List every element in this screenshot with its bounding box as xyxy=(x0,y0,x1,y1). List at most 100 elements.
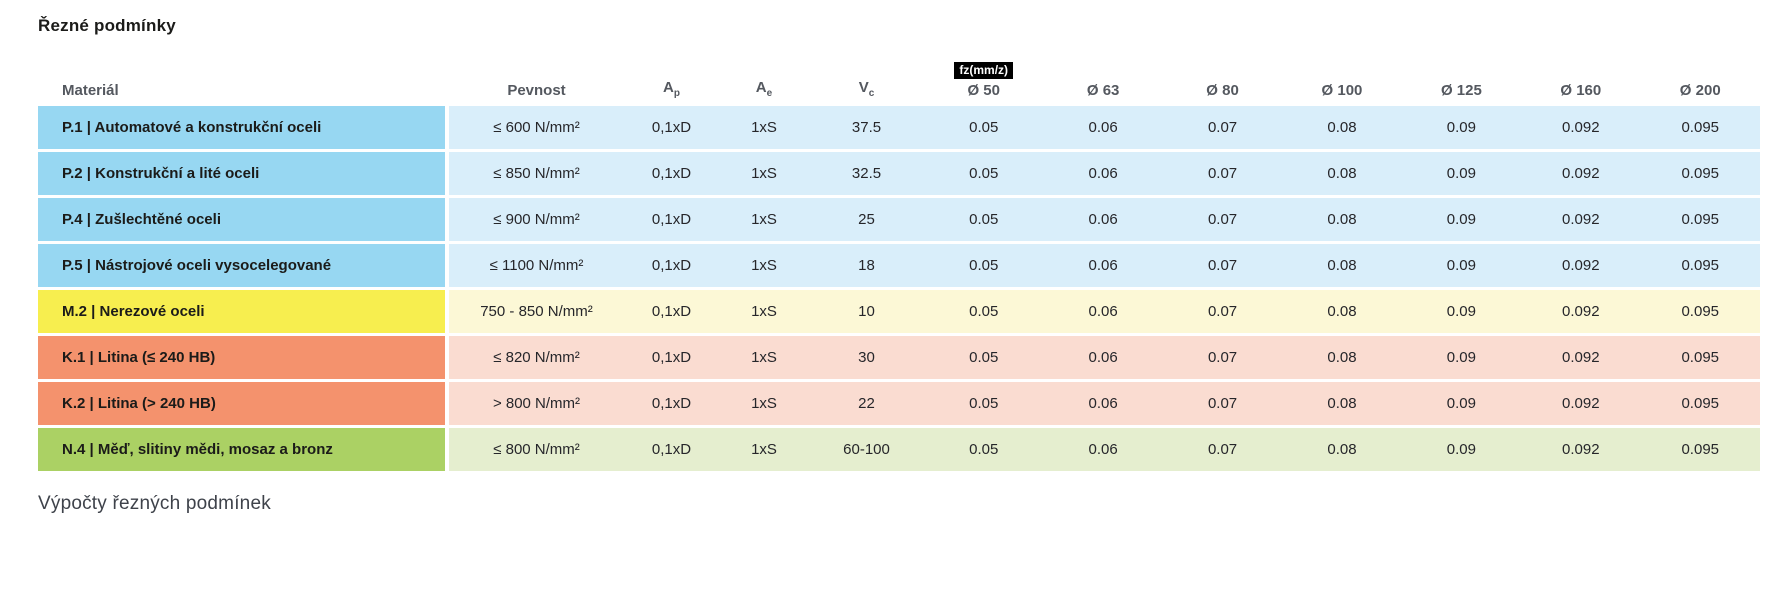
fz-cell: 0.07 xyxy=(1207,165,1238,182)
fz-cell: 0.05 xyxy=(969,257,999,274)
fz-cell: 0.08 xyxy=(1327,119,1357,136)
fz-cell: 0.05 xyxy=(969,395,999,412)
col-header-d100: Ø 100 xyxy=(1321,82,1363,99)
fz-cell: 0.05 xyxy=(969,119,999,136)
vc-cell: 32.5 xyxy=(851,165,882,182)
fz-cell: 0.095 xyxy=(1681,165,1720,182)
ae-cell: 1xS xyxy=(751,395,777,412)
page-title: Řezné podmínky xyxy=(38,16,176,35)
ap-cell: 0,1xD xyxy=(651,303,692,320)
column-gap xyxy=(445,106,449,149)
fz-cell: 0.05 xyxy=(969,303,999,320)
fz-cell: 0.05 xyxy=(969,349,999,366)
fz-cell: 0.092 xyxy=(1562,257,1600,274)
ae-symbol: A xyxy=(755,79,767,96)
row-values: ≤ 600 N/mm² 0,1xD 1xS 37.5 0.05 0.06 0.07 0.08 0… xyxy=(449,106,1760,149)
fz-cell: 0.07 xyxy=(1207,349,1238,366)
fz-cell: 0.06 xyxy=(1088,395,1118,412)
fz-cell: 0.09 xyxy=(1446,119,1476,136)
d50-label: Ø 50 xyxy=(967,82,1000,99)
fz-cell: 0.06 xyxy=(1088,165,1118,182)
ae-cell: 1xS xyxy=(751,165,777,182)
table-row: P.1 | Automatové a konstrukční oceli ≤ 60… xyxy=(38,106,1760,149)
fz-cell: 0.08 xyxy=(1327,395,1357,412)
fz-cell: 0.09 xyxy=(1446,257,1476,274)
row-values: > 800 N/mm² 0,1xD 1xS 22 0.05 0.06 0.07 0.08 0.0… xyxy=(449,382,1760,425)
vc-cell: 22 xyxy=(858,395,875,412)
table-row: M.2 | Nerezové oceli 750 - 850 N/mm² 0,1xD… xyxy=(38,290,1760,333)
fz-cell: 0.092 xyxy=(1562,303,1600,320)
fz-cell: 0.095 xyxy=(1681,441,1720,458)
vc-cell: 60-100 xyxy=(843,441,890,458)
fz-cell: 0.07 xyxy=(1207,119,1238,136)
table-row: P.4 | Zušlechtěné oceli ≤ 900 N/mm² 0,1xD 1… xyxy=(38,198,1760,241)
fz-cell: 0.095 xyxy=(1681,211,1720,228)
fz-cell: 0.06 xyxy=(1088,257,1118,274)
ae-cell: 1xS xyxy=(751,441,777,458)
ap-cell: 0,1xD xyxy=(651,441,692,458)
column-gap xyxy=(445,336,449,379)
fz-cell: 0.06 xyxy=(1088,303,1118,320)
column-gap xyxy=(445,198,449,241)
fz-cell: 0.06 xyxy=(1088,441,1118,458)
ae-cell: 1xS xyxy=(751,211,777,228)
fz-unit-badge: fz(mm/z) xyxy=(954,62,1014,79)
col-header-d125: Ø 125 xyxy=(1440,82,1482,99)
ap-cell: 0,1xD xyxy=(651,349,692,366)
strength-cell: ≤ 1100 N/mm² xyxy=(489,257,584,274)
ap-cell: 0,1xD xyxy=(651,257,692,274)
row-values: ≤ 850 N/mm² 0,1xD 1xS 32.5 0.05 0.06 0.07 0.08 0… xyxy=(449,152,1760,195)
column-gap xyxy=(445,382,449,425)
fz-cell: 0.05 xyxy=(969,211,999,228)
fz-cell: 0.07 xyxy=(1207,395,1238,412)
vc-subscript: c xyxy=(868,88,875,99)
row-values: 750 - 850 N/mm² 0,1xD 1xS 10 0.05 0.06 0.07 0.0… xyxy=(449,290,1760,333)
fz-cell: 0.09 xyxy=(1446,165,1476,182)
col-header-ae: Ae xyxy=(719,79,809,99)
table-header-row: Materiál Pevnost Ap Ae Vc fz(mm/z) Ø 50 … xyxy=(38,52,1760,106)
col-header-material: Materiál xyxy=(62,82,119,99)
strength-cell: ≤ 900 N/mm² xyxy=(493,211,580,228)
cutting-conditions-table: Materiál Pevnost Ap Ae Vc fz(mm/z) Ø 50 … xyxy=(38,52,1760,471)
footer-heading: Výpočty řezných podmínek xyxy=(38,493,271,514)
table-row: P.2 | Konstrukční a lité oceli ≤ 850 N/mm… xyxy=(38,152,1760,195)
fz-cell: 0.092 xyxy=(1562,349,1600,366)
material-cell: K.2 | Litina (> 240 HB) xyxy=(38,382,445,425)
fz-cell: 0.095 xyxy=(1681,349,1720,366)
strength-cell: 750 - 850 N/mm² xyxy=(480,303,593,320)
fz-cell: 0.06 xyxy=(1088,211,1118,228)
fz-cell: 0.092 xyxy=(1562,165,1600,182)
column-gap xyxy=(445,244,449,287)
vc-cell: 37.5 xyxy=(851,119,882,136)
material-cell: P.1 | Automatové a konstrukční oceli xyxy=(38,106,445,149)
row-values: ≤ 820 N/mm² 0,1xD 1xS 30 0.05 0.06 0.07 0.08 0.0… xyxy=(449,336,1760,379)
ap-subscript: p xyxy=(673,88,680,99)
fz-cell: 0.09 xyxy=(1446,349,1476,366)
fz-cell: 0.08 xyxy=(1327,441,1357,458)
fz-cell: 0.08 xyxy=(1327,165,1357,182)
fz-cell: 0.06 xyxy=(1088,119,1118,136)
material-cell: M.2 | Nerezové oceli xyxy=(38,290,445,333)
column-gap xyxy=(445,290,449,333)
col-header-d80: Ø 80 xyxy=(1206,82,1239,99)
fz-cell: 0.092 xyxy=(1562,395,1600,412)
table-row: P.5 | Nástrojové oceli vysocelegované ≤ 1… xyxy=(38,244,1760,287)
strength-cell: ≤ 800 N/mm² xyxy=(493,441,580,458)
fz-cell: 0.08 xyxy=(1327,211,1357,228)
ap-symbol: A xyxy=(663,79,674,96)
table-row: N.4 | Měď, slitiny mědi, mosaz a bronz ≤ … xyxy=(38,428,1760,471)
ap-cell: 0,1xD xyxy=(651,395,692,412)
fz-cell: 0.08 xyxy=(1327,303,1357,320)
ap-cell: 0,1xD xyxy=(651,165,692,182)
col-header-vc: Vc xyxy=(809,79,924,99)
ae-cell: 1xS xyxy=(751,119,777,136)
fz-cell: 0.07 xyxy=(1207,441,1238,458)
fz-cell: 0.08 xyxy=(1327,349,1357,366)
fz-cell: 0.092 xyxy=(1562,441,1600,458)
fz-cell: 0.05 xyxy=(969,165,999,182)
vc-cell: 30 xyxy=(858,349,875,366)
vc-symbol: V xyxy=(858,79,869,96)
col-header-d63: Ø 63 xyxy=(1086,82,1120,99)
column-gap xyxy=(445,428,449,471)
